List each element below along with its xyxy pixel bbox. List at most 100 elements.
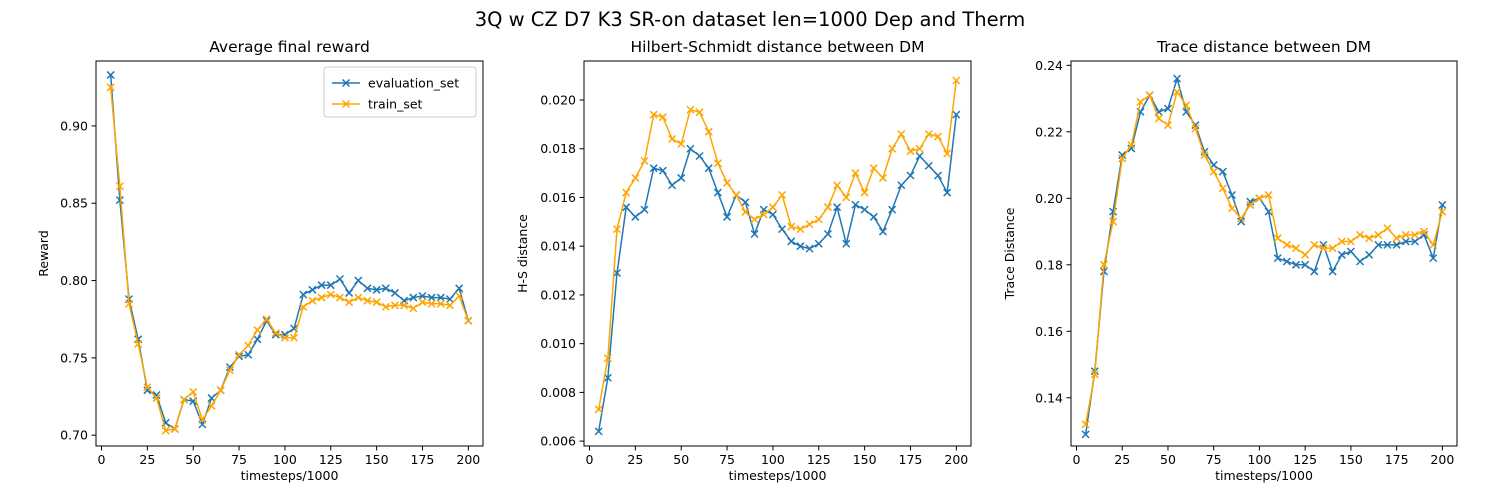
data-point-marker [915, 152, 924, 161]
x-axis-label: timesteps/1000 [241, 468, 339, 483]
x-tick-label: 150 [1339, 452, 1363, 467]
data-point-marker [1145, 91, 1154, 100]
y-axis-label: Trace Distance [1002, 207, 1017, 300]
data-point-marker [814, 215, 823, 224]
data-point-marker [713, 159, 722, 168]
data-point-marker [1310, 240, 1319, 249]
data-point-marker [436, 299, 445, 308]
y-axis-label: Reward [36, 230, 51, 277]
chart-title: Average final reward [209, 38, 370, 56]
data-point-marker [1328, 244, 1337, 253]
y-tick-label: 0.006 [540, 434, 576, 449]
data-point-marker [1291, 260, 1301, 269]
data-point-marker [1081, 430, 1090, 439]
data-point-marker [409, 293, 418, 302]
data-point-marker [280, 333, 289, 342]
data-point-marker [732, 190, 741, 200]
data-point-marker [1154, 114, 1163, 123]
data-point-marker [704, 164, 713, 173]
data-point-marker [198, 415, 207, 424]
data-point-marker [1291, 244, 1301, 253]
data-point-marker [1264, 190, 1273, 200]
axes-frame [1070, 60, 1458, 447]
data-point-marker [1163, 104, 1172, 113]
data-point-marker [1337, 237, 1346, 246]
chart-title: Hilbert-Schmidt distance between DM [631, 38, 925, 56]
data-point-marker [354, 276, 363, 285]
data-point-marker [612, 225, 622, 234]
data-point-marker [161, 426, 170, 435]
y-tick-label: 0.012 [540, 287, 576, 302]
data-point-marker [1127, 141, 1136, 150]
data-point-marker [1410, 237, 1419, 246]
data-point-marker [860, 188, 869, 197]
data-point-marker [796, 242, 805, 251]
data-point-marker [354, 293, 363, 302]
data-point-marker [253, 326, 262, 335]
series-train-set [106, 83, 473, 435]
data-point-marker [335, 274, 344, 284]
data-point-marker [1282, 240, 1291, 249]
series-line [597, 114, 958, 432]
data-point-marker [1163, 121, 1172, 130]
data-point-marker [833, 181, 842, 190]
data-point-marker [768, 203, 777, 212]
y-tick-label: 0.18 [1035, 257, 1063, 272]
data-point-marker [1200, 151, 1209, 160]
data-point-marker [390, 288, 399, 297]
data-point-marker [317, 293, 326, 302]
data-point-marker [235, 350, 244, 359]
y-tick-label: 0.018 [540, 141, 576, 156]
x-axis-label: timesteps/1000 [729, 468, 827, 483]
data-point-marker [143, 383, 152, 392]
data-point-marker [1374, 230, 1383, 239]
data-point-marker [943, 188, 952, 197]
data-point-marker [1090, 370, 1099, 379]
data-point-marker [1255, 194, 1264, 203]
y-tick-label: 0.85 [60, 196, 88, 211]
data-point-marker [363, 284, 372, 293]
data-point-marker [649, 110, 658, 119]
y-tick-label: 0.70 [60, 428, 88, 443]
x-tick-label: 175 [411, 452, 435, 467]
data-point-marker [603, 354, 612, 363]
data-point-marker [225, 363, 234, 372]
data-point-marker [1209, 167, 1218, 176]
data-point-marker [704, 127, 713, 136]
data-point-marker [290, 333, 299, 342]
data-point-marker [750, 215, 759, 224]
data-point-marker [888, 205, 897, 214]
x-tick-label: 100 [1247, 452, 1271, 467]
data-point-marker [723, 178, 732, 187]
data-point-marker [933, 171, 943, 180]
y-tick-label: 0.010 [540, 336, 576, 351]
data-point-marker [400, 301, 409, 310]
data-point-marker [631, 212, 640, 221]
data-point-marker [1429, 254, 1438, 263]
y-tick-label: 0.008 [540, 385, 576, 400]
data-point-marker [271, 329, 280, 338]
data-point-marker [906, 171, 915, 180]
x-tick-label: 200 [456, 452, 480, 467]
data-point-marker [1365, 250, 1374, 259]
data-point-marker [299, 302, 308, 311]
data-point-marker [445, 295, 455, 304]
data-point-marker [888, 144, 897, 153]
figure-suptitle: 3Q w CZ D7 K3 SR-on dataset len=1000 Dep… [475, 8, 1026, 31]
data-point-marker [1346, 247, 1355, 256]
data-point-marker [1401, 230, 1410, 239]
data-point-marker [1136, 97, 1145, 106]
data-point-marker [805, 220, 814, 229]
data-point-marker [833, 203, 842, 212]
data-point-marker [649, 164, 658, 173]
legend-marker [341, 99, 351, 109]
data-point-marker [1301, 250, 1310, 259]
x-tick-label: 0 [1073, 452, 1081, 467]
data-point-marker [106, 83, 115, 92]
data-point-marker [1081, 420, 1090, 429]
data-point-marker [924, 161, 933, 170]
data-point-marker [363, 296, 372, 305]
series-train-set [594, 76, 961, 414]
